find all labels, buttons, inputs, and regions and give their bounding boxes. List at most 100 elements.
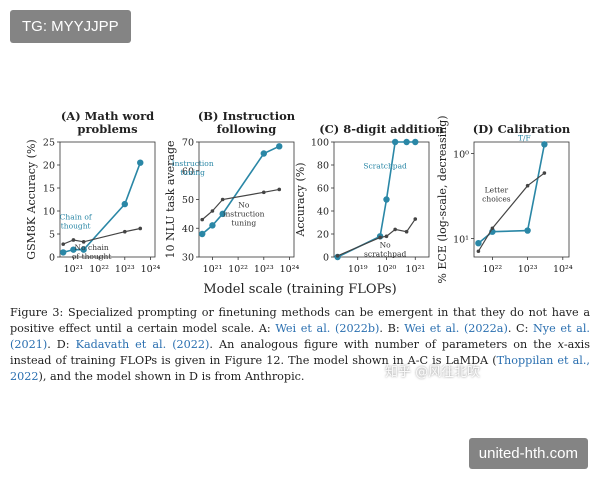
x-tick-label: 10²³ — [254, 264, 274, 275]
caption-citation[interactable]: Wei et al. (2022b) — [275, 322, 380, 335]
y-tick-label: 20 — [317, 230, 329, 241]
x-tick-label: 10²¹ — [405, 264, 425, 275]
y-tick-label: 10 — [43, 207, 55, 218]
series-annotation: Chain of — [60, 213, 93, 222]
series-line — [62, 227, 141, 245]
data-point — [200, 217, 205, 222]
data-point — [393, 227, 397, 232]
data-point — [121, 200, 128, 208]
plot-frame — [59, 141, 156, 258]
data-point — [219, 210, 226, 218]
caption-text: -axis instead of training FLOPs is given… — [10, 338, 590, 367]
panel-title: (B) Instruction — [198, 109, 296, 123]
x-tick-label: 10²² — [228, 264, 248, 275]
caption-text: x — [557, 338, 564, 351]
x-tick-label: 10²⁴ — [553, 264, 573, 275]
data-point — [335, 254, 340, 258]
series-annotation: T/F — [518, 133, 531, 142]
caption-text: . C: — [507, 322, 534, 335]
data-point — [70, 246, 77, 253]
series-annotation: No — [380, 240, 392, 249]
data-point — [260, 150, 267, 157]
overlay-tag-top: TG: MYYJJPP — [10, 10, 131, 43]
y-tick-label: 30 — [182, 253, 194, 264]
x-tick-label: 10²³ — [115, 264, 135, 275]
data-point — [475, 240, 482, 247]
data-point — [476, 249, 481, 254]
y-tick-label: 20 — [43, 161, 55, 172]
y-axis-label: % ECE (log-scale, decreasing) — [436, 115, 449, 283]
panel-title: (D) Calibration — [473, 122, 571, 136]
plot-frame — [473, 141, 570, 258]
watermark: 知乎 @风往北吹 — [385, 365, 481, 380]
figure-caption: Figure 3: Specialized prompting or finet… — [10, 305, 590, 385]
x-tick-label: 10²² — [89, 264, 109, 275]
y-tick-label: 10⁰ — [453, 150, 469, 161]
caption-citation[interactable]: Thoppilan et al., 2022 — [10, 354, 590, 383]
y-tick-label: 80 — [317, 161, 329, 172]
series-annotation: Letter — [485, 185, 509, 194]
series-annotation: of thought — [72, 252, 112, 261]
y-tick-label: 5 — [49, 230, 55, 241]
overlay-tag-bottom: united-hth.com — [468, 438, 588, 469]
caption-text: . An analogous figure with number of par… — [209, 338, 558, 351]
data-point — [210, 209, 215, 213]
x-tick-label: 10²¹ — [203, 264, 223, 275]
chart-panel-c: (C) 8-digit addition 10¹⁹ 10²⁰ 10²¹ 0 20 40 60 8… — [294, 122, 444, 275]
data-point — [384, 234, 389, 239]
data-point — [138, 226, 143, 231]
data-point — [261, 190, 266, 195]
data-point — [391, 138, 399, 146]
caption-citation[interactable]: Wei et al. (2022a) — [404, 322, 508, 335]
data-point — [490, 226, 495, 231]
panel-title: (C) 8-digit addition — [319, 122, 444, 136]
data-point — [277, 187, 282, 192]
data-point — [199, 230, 206, 238]
data-point — [80, 246, 87, 253]
caption-text: ), and the model shown in D is from Anth… — [38, 370, 305, 383]
caption-citation[interactable]: Nye et al. (2021) — [10, 322, 590, 351]
caption-citation[interactable]: Kadavath et al. (2022) — [75, 338, 210, 351]
shared-x-axis-label: Model scale (training FLOPs) — [203, 282, 396, 297]
panel-title: problems — [77, 122, 137, 136]
data-point — [383, 196, 390, 203]
x-tick-label: 10²³ — [518, 264, 538, 275]
y-tick-label: 10¹ — [453, 235, 469, 246]
data-point — [60, 249, 67, 256]
data-point — [403, 138, 410, 146]
series-line — [337, 218, 416, 257]
series-annotation: scratchpad — [364, 249, 406, 258]
panel-title: (A) Math word — [61, 109, 154, 123]
data-point — [122, 229, 127, 234]
series-annotation: No chain — [75, 243, 109, 252]
data-point — [61, 242, 66, 246]
series-annotation: Scratchpad — [363, 161, 407, 170]
x-tick-label: 10²¹ — [64, 264, 84, 275]
data-point — [412, 138, 419, 146]
data-point — [71, 238, 76, 242]
caption-text: . D: — [47, 338, 76, 351]
y-tick-label: 0 — [49, 253, 55, 264]
series-annotation: tuning — [231, 218, 256, 227]
series-annotation: thought — [61, 222, 91, 231]
x-tick-label: 10²² — [483, 264, 503, 275]
y-axis-label: Accuracy (%) — [294, 162, 307, 237]
y-tick-label: 60 — [317, 184, 329, 195]
data-point — [209, 222, 216, 229]
chart-panel-d: (D) Calibration 10²² 10²³ 10²⁴ 10⁰ 10¹ % ECE (… — [436, 115, 573, 283]
y-tick-label: 70 — [182, 138, 194, 149]
data-point — [541, 141, 548, 148]
data-point — [276, 143, 283, 150]
plot-frame — [333, 141, 430, 258]
y-axis-label: 10 NLU task average — [164, 140, 177, 258]
data-point — [81, 240, 86, 244]
y-tick-label: 40 — [317, 207, 329, 218]
series-annotation: No — [238, 200, 250, 209]
series-annotation: choices — [482, 194, 511, 203]
data-point — [524, 227, 531, 234]
y-tick-label: 50 — [182, 195, 194, 206]
data-point — [413, 217, 418, 221]
series-line — [477, 144, 546, 244]
